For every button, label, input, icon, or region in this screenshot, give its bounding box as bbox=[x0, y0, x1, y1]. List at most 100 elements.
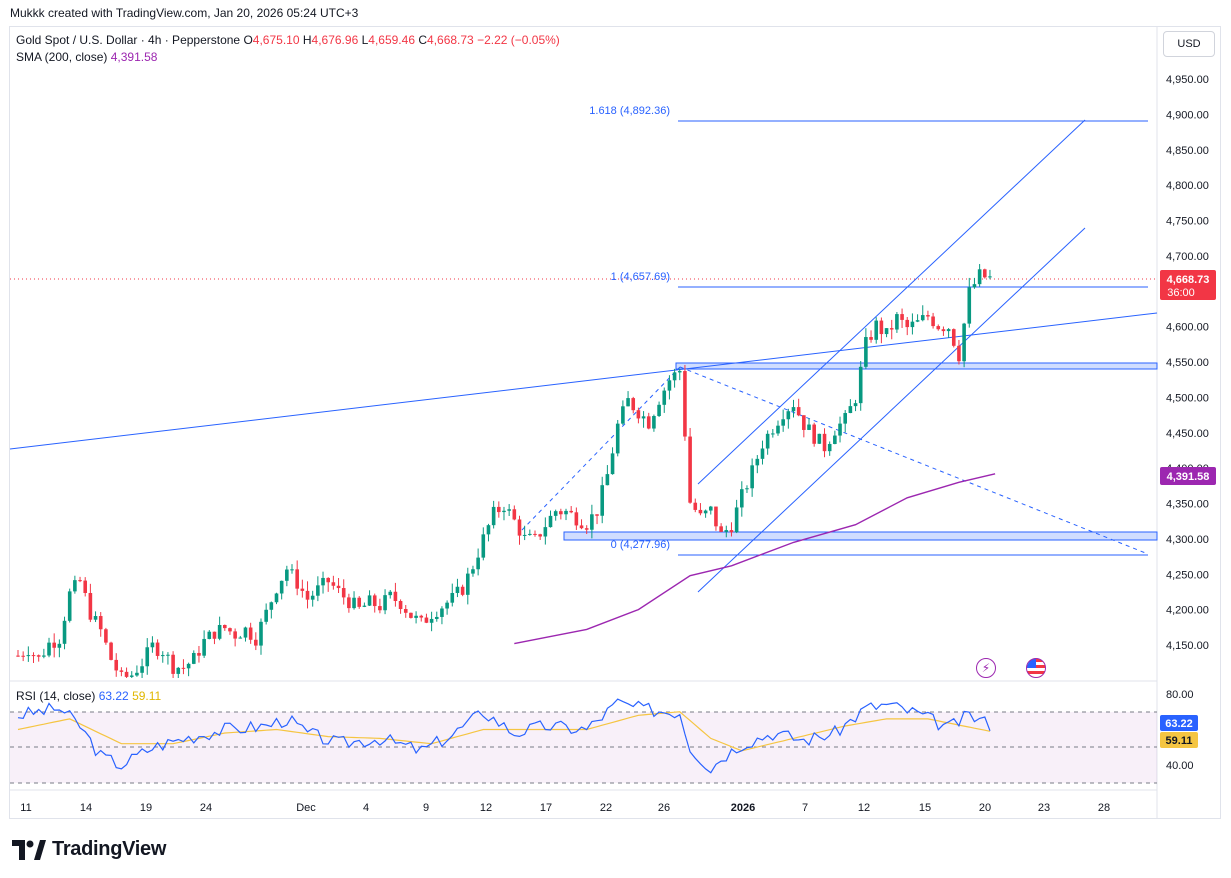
candle-body bbox=[905, 319, 910, 328]
candle-body bbox=[879, 320, 884, 335]
long-trendline[interactable] bbox=[9, 312, 1158, 450]
time-tick-label: 28 bbox=[1098, 802, 1110, 814]
currency-button[interactable]: USD bbox=[1163, 31, 1215, 57]
high-value: 4,676.96 bbox=[311, 33, 359, 47]
candle-body bbox=[362, 605, 367, 607]
candle-body bbox=[745, 488, 749, 490]
candle-body bbox=[450, 592, 455, 603]
candle-body bbox=[641, 416, 646, 419]
candle-body bbox=[176, 667, 181, 674]
rsi-band bbox=[10, 712, 1157, 783]
price-tick-label: 4,850.00 bbox=[1166, 145, 1209, 157]
fib-dashed-leg2[interactable] bbox=[679, 366, 1149, 555]
candle-body bbox=[946, 329, 951, 332]
time-tick-label: 4 bbox=[363, 802, 369, 814]
channel-lower[interactable] bbox=[697, 227, 1086, 593]
price-tick-label: 4,350.00 bbox=[1166, 499, 1209, 511]
candle-body bbox=[434, 616, 439, 619]
candle-body bbox=[191, 652, 196, 664]
candle-body bbox=[419, 615, 424, 618]
drawings-layer[interactable] bbox=[9, 119, 1158, 593]
candle-body bbox=[884, 328, 889, 335]
time-tick-label: 26 bbox=[658, 802, 670, 814]
candle-body bbox=[279, 580, 284, 594]
candle-body bbox=[409, 612, 413, 618]
candle-body bbox=[383, 595, 387, 611]
time-tick-label: 24 bbox=[200, 802, 212, 814]
time-tick-label: 20 bbox=[979, 802, 991, 814]
candle-body bbox=[171, 654, 175, 674]
candle-body bbox=[378, 606, 382, 611]
candle-body bbox=[465, 573, 470, 595]
candle-body bbox=[579, 525, 584, 529]
tradingview-logo[interactable]: TradingView bbox=[12, 838, 166, 861]
candle-body bbox=[367, 595, 372, 606]
candle-body bbox=[274, 593, 279, 603]
sma-legend[interactable]: SMA (200, close) 4,391.58 bbox=[16, 50, 157, 64]
candle-body bbox=[646, 416, 651, 429]
candle-body bbox=[150, 642, 155, 648]
rsi-legend[interactable]: RSI (14, close) 63.22 59.11 bbox=[16, 689, 161, 703]
candle-body bbox=[729, 530, 734, 533]
close-value: 4,668.73 bbox=[427, 33, 474, 47]
time-tick-label: 15 bbox=[919, 802, 931, 814]
candle-body bbox=[290, 569, 294, 571]
candle-body bbox=[114, 659, 119, 671]
candle-body bbox=[765, 433, 770, 449]
rsi-axis-80: 80.00 bbox=[1166, 689, 1194, 701]
support-zone[interactable] bbox=[563, 531, 1158, 541]
time-axis[interactable]: 11 14 19 24 Dec 4 9 12 17 22 26 2026 7 12 15 20 23 28 bbox=[20, 802, 1110, 814]
candle-body bbox=[621, 406, 625, 424]
symbol-name: Gold Spot / U.S. Dollar · 4h · Peppersto… bbox=[16, 33, 241, 47]
candle-body bbox=[988, 276, 992, 278]
candle-body bbox=[936, 326, 941, 330]
sma-value: 4,391.58 bbox=[110, 50, 158, 64]
lightning-icon[interactable]: ⚡ bbox=[976, 658, 996, 678]
price-tick-label: 4,900.00 bbox=[1166, 109, 1209, 121]
candle-body bbox=[331, 582, 336, 586]
candle-body bbox=[517, 519, 522, 536]
candle-body bbox=[631, 398, 636, 411]
candle-body bbox=[626, 398, 630, 407]
candle-body bbox=[145, 647, 150, 667]
candle-body bbox=[833, 435, 837, 444]
resistance-zone[interactable] bbox=[675, 362, 1158, 370]
symbol-legend: Gold Spot / U.S. Dollar · 4h · Peppersto… bbox=[16, 33, 560, 47]
candle-body bbox=[548, 515, 553, 528]
candle-body bbox=[254, 639, 258, 646]
candle-body bbox=[372, 595, 377, 607]
candle-body bbox=[269, 602, 274, 610]
time-tick-label: 19 bbox=[140, 802, 152, 814]
candle-body bbox=[476, 557, 480, 570]
candle-body bbox=[88, 592, 93, 620]
price-tick-label: 4,150.00 bbox=[1166, 640, 1209, 652]
channel-upper[interactable] bbox=[697, 119, 1086, 485]
last-price-value: 4,668.73 bbox=[1167, 274, 1210, 286]
candle-body bbox=[522, 534, 527, 536]
candle-body bbox=[243, 627, 248, 638]
candle-body bbox=[388, 591, 393, 596]
candle-body bbox=[771, 433, 775, 435]
price-axis[interactable]: 4,950.00 4,900.00 4,850.00 4,800.00 4,750.00… bbox=[1166, 74, 1209, 652]
price-tick-label: 4,950.00 bbox=[1166, 74, 1209, 86]
fib-dashed-leg1[interactable] bbox=[521, 366, 681, 531]
candle-body bbox=[662, 390, 667, 405]
us-flag-icon[interactable] bbox=[1026, 658, 1046, 678]
candle-body bbox=[57, 643, 62, 648]
candle-body bbox=[538, 534, 542, 537]
sma-badge: 4,391.58 bbox=[1160, 467, 1216, 485]
candle-body bbox=[326, 577, 330, 583]
candle-body bbox=[471, 569, 475, 574]
candles-layer bbox=[16, 264, 992, 678]
candle-body bbox=[708, 506, 713, 511]
candle-body bbox=[672, 372, 677, 381]
candle-body bbox=[16, 655, 20, 657]
price-tick-label: 4,550.00 bbox=[1166, 357, 1209, 369]
candle-body bbox=[827, 443, 832, 452]
candle-body bbox=[424, 617, 429, 623]
candle-body bbox=[233, 631, 237, 639]
time-tick-label: 17 bbox=[540, 802, 552, 814]
candle-body bbox=[791, 407, 796, 412]
price-tick-label: 4,300.00 bbox=[1166, 534, 1209, 546]
